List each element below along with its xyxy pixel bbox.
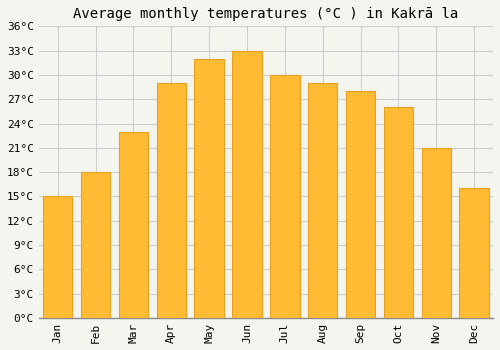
Title: Average monthly temperatures (°C ) in Kakrā la: Average monthly temperatures (°C ) in Ka… — [74, 7, 458, 21]
Bar — [346, 91, 376, 318]
Bar — [460, 188, 489, 318]
Bar — [156, 83, 186, 318]
Bar — [118, 132, 148, 318]
Bar — [43, 196, 72, 318]
Bar — [384, 107, 413, 318]
Bar — [422, 148, 451, 318]
Bar — [308, 83, 338, 318]
Bar — [270, 75, 300, 318]
Bar — [232, 51, 262, 318]
Bar — [194, 59, 224, 318]
Bar — [81, 172, 110, 318]
